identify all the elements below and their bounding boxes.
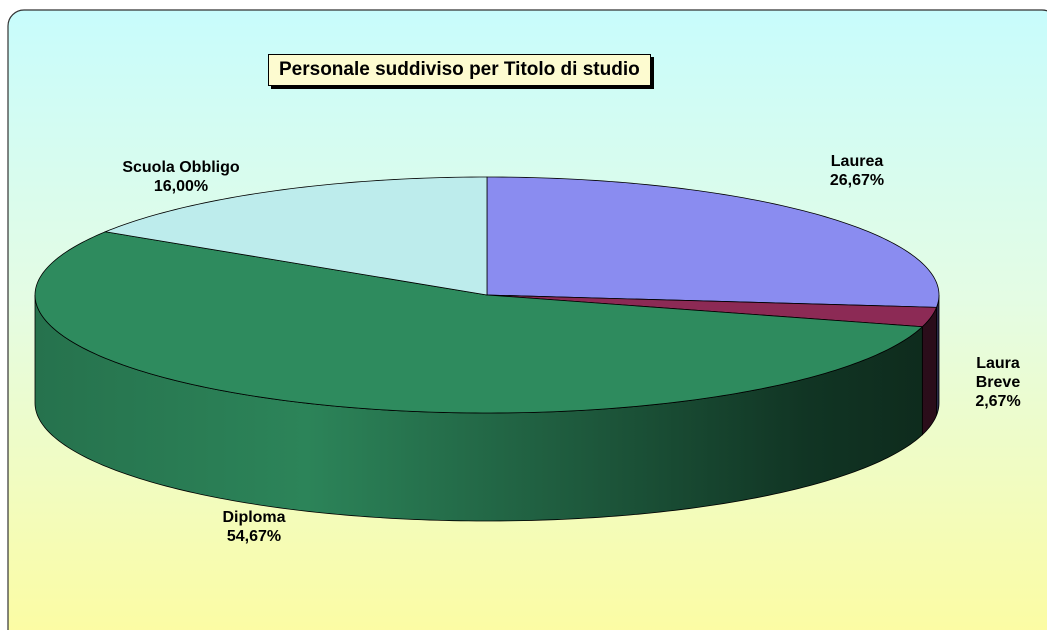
value-label: 54,67% — [226, 528, 282, 545]
slice — [486, 176, 940, 308]
data-label: Laurea 26,67% — [757, 152, 957, 190]
slice-side — [921, 307, 937, 436]
slice — [34, 231, 924, 414]
slice — [103, 176, 488, 296]
category-label: Scuola Obbligo — [122, 159, 240, 176]
data-label: Diploma 54,67% — [154, 508, 354, 546]
value-label: 26,67% — [829, 172, 885, 189]
value-label: 16,00% — [153, 178, 209, 195]
category-label: Laurea — [830, 153, 884, 170]
chart-title: Personale suddiviso per Titolo di studio — [268, 54, 651, 86]
data-label: Scuola Obbligo 16,00% — [81, 158, 281, 196]
data-label: Laura Breve 2,67% — [968, 354, 1028, 411]
value-label: 2,67% — [975, 393, 1021, 410]
category-label: Diploma — [222, 509, 286, 526]
category-label: Laura Breve — [975, 355, 1021, 391]
